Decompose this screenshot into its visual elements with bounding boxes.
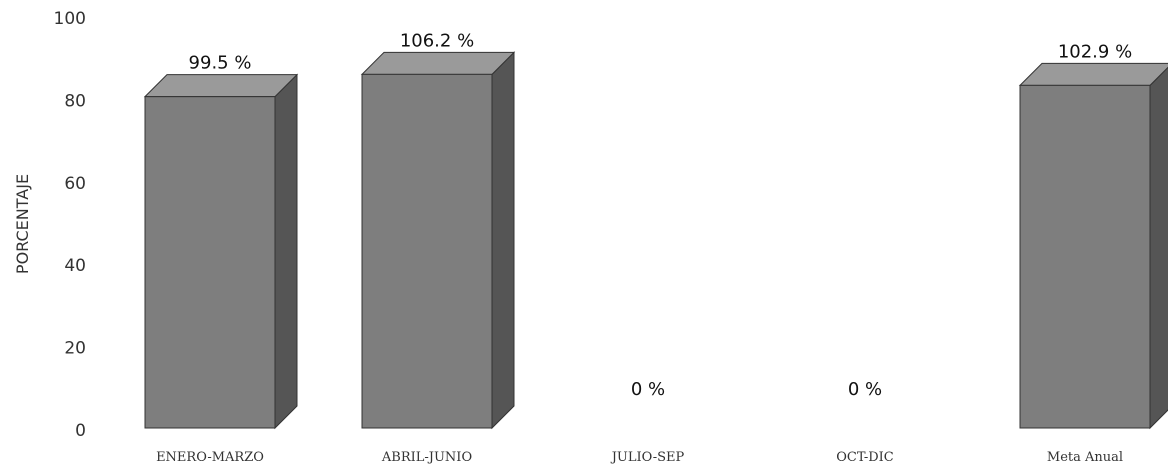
category-label: ENERO-MARZO [156,450,264,465]
y-tick-label: 0 [75,421,86,441]
bars [143,51,1168,430]
y-tick-label: 100 [54,9,86,29]
y-axis-label: PORCENTAJE [13,174,32,274]
y-axis-ticks: 0 20 40 60 80 100 [54,9,86,441]
category-labels: ENERO-MARZO ABRIL-JUNIO JULIO-SEP OCT-DIC Me… [156,450,1123,465]
bar-side [274,73,298,430]
bar-front [361,73,493,429]
bar [360,51,516,430]
category-label: OCT-DIC [836,450,894,465]
bar-side [491,51,515,430]
y-tick-label: 60 [64,174,86,194]
bar-top [1018,62,1168,86]
bar-front [144,96,276,429]
bar [143,73,299,430]
category-label: JULIO-SEP [610,450,685,465]
bar-front [1019,84,1151,429]
data-label: 0 % [631,379,665,400]
bar-top [143,74,299,98]
data-label: 102.9 % [1058,41,1132,62]
y-tick-label: 40 [64,256,86,276]
bar-side [1149,66,1168,430]
y-tick-label: 20 [64,339,86,359]
category-label: Meta Anual [1047,450,1123,465]
category-label: ABRIL-JUNIO [381,450,472,465]
bar-top [360,51,516,75]
data-label: 99.5 % [189,53,252,74]
data-label: 106.2 % [400,30,474,51]
data-labels: 99.5 % 106.2 % 0 % 0 % 102.9 % [189,30,1133,400]
bar [1018,62,1168,430]
data-label: 0 % [848,379,882,400]
y-tick-label: 80 [64,91,86,111]
